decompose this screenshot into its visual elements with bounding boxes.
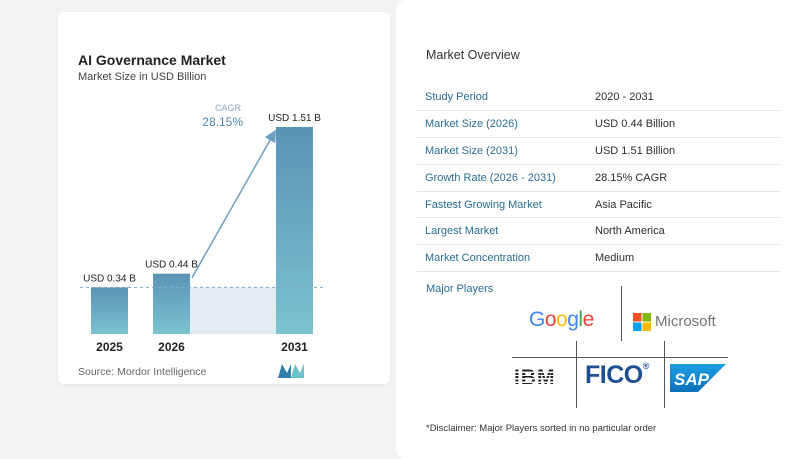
overview-row: Market Size (2026) USD 0.44 Billion (417, 110, 781, 139)
chart-subtitle: Market Size in USD Billion (78, 71, 207, 83)
overview-row: Study Period 2020 - 2031 (417, 84, 781, 112)
overview-label: Market Size (2026) (417, 110, 587, 139)
overview-label: Market Size (2031) (417, 137, 587, 165)
overview-label: Largest Market (417, 217, 587, 246)
growth-shade-area (190, 287, 276, 334)
cagr-arrow (191, 129, 276, 279)
logo-divider-vertical-left (576, 341, 577, 408)
overview-value: North America (587, 217, 781, 246)
overview-row: Market Concentration Medium (417, 244, 781, 273)
overview-label: Market Concentration (417, 244, 587, 273)
overview-value: 2020 - 2031 (587, 84, 781, 112)
fico-logo: FICO® (585, 361, 649, 389)
overview-value: USD 1.51 Billion (587, 137, 781, 165)
overview-row: Largest Market North America (417, 217, 781, 246)
bar-chart: USD 0.34 B USD 0.44 B USD 1.51 B 2025 2026 20… (80, 103, 326, 354)
overview-label: Study Period (417, 84, 587, 112)
microsoft-windows-icon (633, 313, 651, 331)
sap-logo: SAP (670, 364, 726, 392)
disclaimer-note: *Disclaimer: Major Players sorted in no … (426, 423, 657, 434)
mordor-logo-icon (278, 364, 304, 378)
overview-title: Market Overview (426, 48, 520, 62)
overview-label: Fastest Growing Market (417, 191, 587, 219)
logo-divider-horizontal (512, 357, 728, 358)
svg-text:SAP: SAP (674, 370, 710, 389)
major-players-title: Major Players (426, 283, 494, 295)
x-tick-label: 2031 (281, 340, 308, 354)
ibm-logo: IBM (514, 366, 556, 389)
google-logo: Google (529, 308, 594, 331)
overview-value: Asia Pacific (587, 191, 781, 219)
value-label: USD 0.44 B (145, 260, 198, 271)
logo-divider-vertical-right (664, 341, 665, 408)
source-note: Source: Mordor Intelligence (78, 366, 207, 378)
overview-row: Fastest Growing Market Asia Pacific (417, 191, 781, 219)
x-tick-label: 2025 (96, 340, 123, 354)
overview-row: Growth Rate (2026 - 2031) 28.15% CAGR (417, 164, 781, 192)
overview-row: Market Size (2031) USD 1.51 Billion (417, 137, 781, 165)
value-label: USD 0.34 B (83, 273, 136, 284)
overview-table: Study Period 2020 - 2031 Market Size (2026… (417, 84, 781, 273)
bar-2025 (91, 287, 128, 334)
overview-value: Medium (587, 244, 781, 273)
value-label: USD 1.51 B (268, 113, 321, 124)
logo-divider-vertical-top (621, 286, 622, 341)
overview-value: USD 0.44 Billion (587, 110, 781, 139)
cagr-value: 28.15% (202, 115, 243, 129)
chart-title: AI Governance Market (78, 52, 226, 68)
overview-label: Growth Rate (2026 - 2031) (417, 164, 587, 192)
bar-2031 (276, 127, 313, 334)
x-tick-label: 2026 (158, 340, 185, 354)
overview-value: 28.15% CAGR (587, 164, 781, 192)
cagr-label: CAGR (215, 103, 242, 113)
bar-2026 (153, 273, 190, 334)
